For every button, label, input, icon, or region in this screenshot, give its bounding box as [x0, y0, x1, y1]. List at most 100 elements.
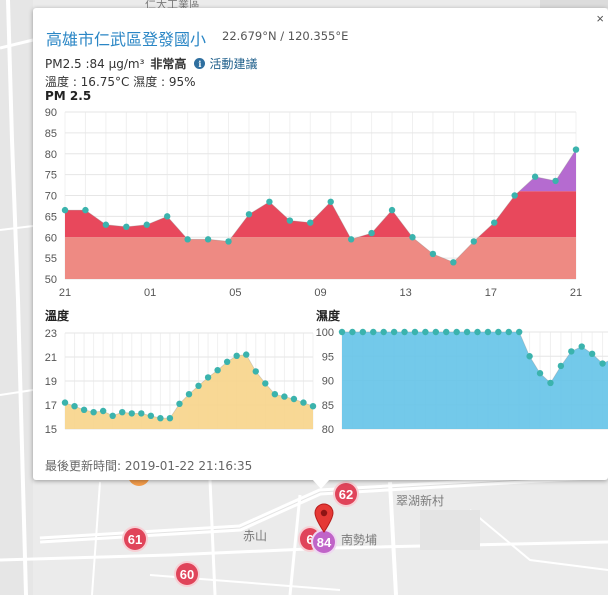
y-tick-label: 17	[45, 400, 57, 412]
x-tick-label: 13	[400, 287, 412, 299]
data-point	[245, 211, 253, 218]
y-tick-label: 60	[45, 232, 57, 244]
station-name[interactable]: 高雄市仁武區登發國小	[46, 30, 207, 49]
data-point	[99, 407, 107, 415]
data-point	[204, 236, 212, 243]
temp-chart-title: 溫度	[45, 309, 70, 323]
data-point	[370, 328, 377, 336]
data-point	[80, 406, 88, 413]
data-point	[453, 328, 460, 336]
data-point	[411, 328, 419, 336]
data-point	[347, 236, 355, 243]
data-point	[71, 403, 78, 410]
close-button[interactable]: ×	[596, 11, 604, 26]
data-point	[491, 219, 498, 226]
data-point	[185, 391, 193, 398]
data-point	[286, 217, 294, 224]
data-point	[463, 328, 471, 336]
y-tick-label: 90	[322, 376, 334, 388]
map-label-nanshipu: 南勢埔	[341, 533, 378, 547]
last-updated: 最後更新時間: 2019-01-22 21:16:35	[45, 459, 253, 473]
activity-advice-label: 活動建議	[209, 57, 258, 71]
data-point	[214, 367, 221, 374]
y-tick-label: 85	[45, 128, 57, 140]
data-point	[359, 328, 367, 336]
y-tick-label: 90	[45, 107, 57, 119]
data-point	[368, 229, 375, 237]
y-tick-label: 95	[322, 351, 334, 363]
data-point	[536, 370, 544, 377]
pm25-chart[interactable]: 50 55 60 65 70 75 80 85 90 21 01 05 09 13 17 21	[33, 103, 608, 303]
data-point	[588, 350, 596, 358]
data-point	[290, 395, 298, 403]
data-point	[450, 259, 457, 266]
y-tick-label: 80	[45, 149, 57, 161]
activity-advice-link[interactable]: i 活動建議	[194, 55, 257, 72]
data-point	[243, 351, 250, 358]
data-point	[505, 328, 512, 336]
data-point	[90, 409, 97, 416]
data-point	[281, 393, 288, 400]
x-tick-label: 21	[59, 287, 71, 299]
data-point	[166, 415, 174, 422]
weather-summary: 溫度 : 16.75°C 濕度 : 95%	[45, 75, 196, 89]
data-point	[109, 412, 116, 419]
data-point	[300, 399, 307, 406]
x-tick-label: 21	[570, 287, 582, 299]
data-point	[157, 415, 164, 422]
data-point	[349, 328, 356, 336]
map-label-cuihu: 翠湖新村	[396, 494, 445, 508]
map-marker[interactable]: 60	[174, 561, 200, 587]
data-point	[470, 238, 477, 245]
data-point	[578, 343, 585, 350]
data-point	[327, 198, 334, 205]
data-point	[390, 328, 398, 336]
data-point	[204, 374, 212, 381]
map-label-industrial: 仁大工業區	[145, 0, 200, 11]
data-point	[568, 348, 575, 355]
y-tick-label: 50	[45, 274, 57, 286]
map-marker[interactable]: 61	[122, 526, 148, 552]
station-coordinates: 22.679°N / 120.355°E	[222, 29, 349, 43]
data-point	[184, 236, 191, 243]
y-tick-label: 19	[45, 376, 57, 388]
data-point	[409, 234, 416, 241]
map-pin-icon[interactable]	[314, 503, 334, 533]
data-point	[138, 410, 145, 417]
data-point	[380, 328, 387, 336]
data-point	[547, 379, 554, 387]
data-point	[195, 382, 202, 389]
y-tick-label: 85	[322, 400, 334, 412]
y-tick-label: 65	[45, 211, 57, 223]
data-point	[599, 360, 606, 367]
data-point	[223, 358, 231, 365]
data-point	[271, 391, 279, 398]
y-tick-label: 21	[45, 352, 57, 364]
data-point	[102, 221, 110, 228]
area-fill	[65, 354, 313, 429]
data-point	[176, 400, 183, 407]
data-point	[388, 206, 396, 214]
data-point	[557, 362, 565, 370]
y-tick-label: 100	[316, 327, 334, 339]
x-tick-label: 01	[144, 287, 156, 299]
series-line	[65, 149, 577, 263]
pm-summary: PM2.5 :84 μg/m³ 非常高 i 活動建議	[45, 55, 257, 72]
station-popup: × 高雄市仁武區登發國小 22.679°N / 120.355°E PM2.5 …	[33, 8, 608, 480]
data-point	[429, 250, 437, 258]
pm-level: 非常高	[150, 57, 187, 71]
temperature-chart[interactable]: 15 17 19 21 23	[33, 323, 323, 438]
data-point	[61, 206, 69, 214]
map-marker[interactable]: 62	[333, 481, 359, 507]
data-point	[422, 328, 429, 336]
data-point	[401, 328, 408, 336]
data-point	[572, 146, 580, 153]
y-tick-label: 55	[45, 253, 57, 265]
x-tick-label: 09	[314, 287, 326, 299]
data-point	[119, 409, 126, 416]
data-point	[443, 328, 450, 336]
map-label-chishan: 赤山	[243, 529, 268, 543]
y-tick-label: 75	[45, 170, 57, 182]
humidity-chart[interactable]: 80 85 90 95 100	[311, 323, 608, 438]
band-mid	[65, 237, 576, 279]
